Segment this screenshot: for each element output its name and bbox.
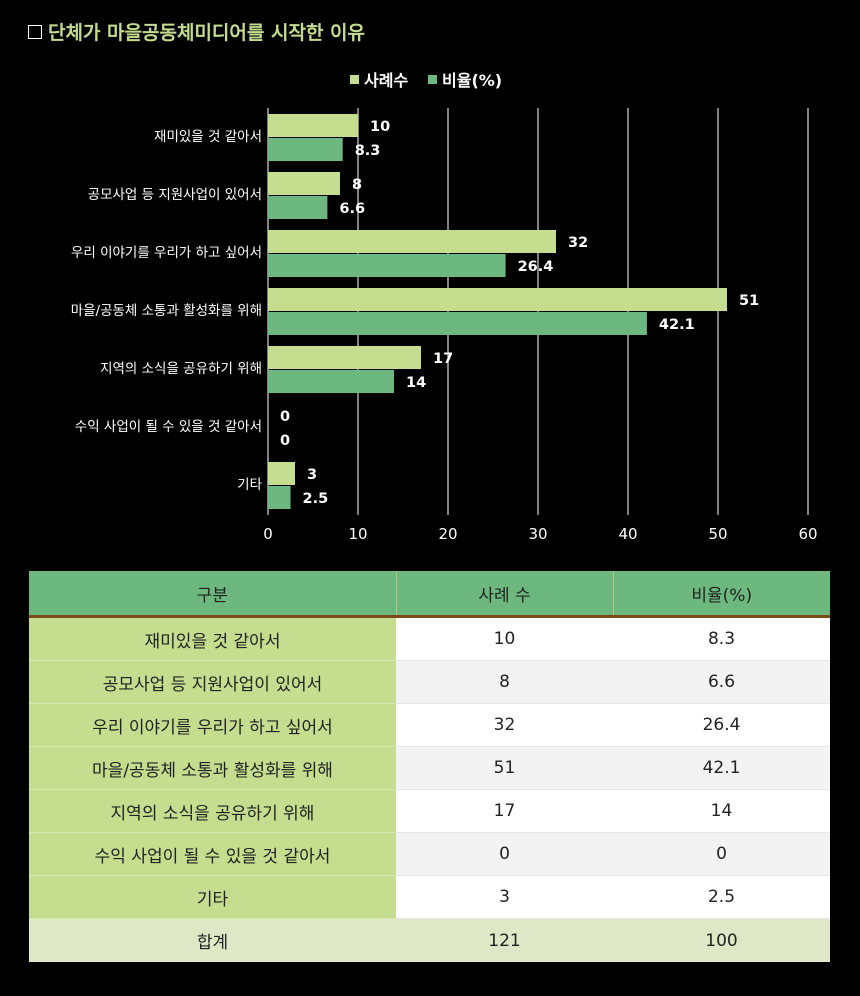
data-label: 26.4 bbox=[518, 259, 554, 275]
bar bbox=[268, 172, 340, 195]
x-tick-label: 20 bbox=[438, 525, 457, 543]
category-label: 지역의 소식을 공유하기 위해 bbox=[100, 361, 262, 377]
data-label: 32 bbox=[568, 235, 588, 251]
bar bbox=[268, 346, 421, 369]
bar bbox=[268, 486, 291, 509]
total-label: 합계 bbox=[29, 918, 396, 962]
data-table: 구분 사례 수 비율(%) 재미있을 것 같아서 10 8.3 공모사업 등 지… bbox=[29, 571, 830, 962]
category-label: 수익 사업이 될 수 있을 것 같아서 bbox=[75, 419, 262, 435]
x-tick-label: 0 bbox=[263, 525, 273, 543]
data-label: 51 bbox=[739, 293, 759, 309]
data-label: 8 bbox=[352, 177, 362, 193]
x-tick-label: 50 bbox=[708, 525, 727, 543]
data-label: 0 bbox=[280, 433, 290, 449]
cell-ratio: 42.1 bbox=[613, 746, 830, 790]
bar bbox=[268, 254, 506, 277]
header-category: 구분 bbox=[29, 571, 397, 618]
cell-ratio: 6.6 bbox=[613, 660, 830, 704]
bar bbox=[268, 196, 328, 219]
cell-count: 0 bbox=[396, 832, 613, 876]
category-label: 공모사업 등 지원사업이 있어서 bbox=[88, 187, 262, 203]
cell-category: 수익 사업이 될 수 있을 것 같아서 bbox=[29, 832, 396, 876]
data-label: 17 bbox=[433, 351, 453, 367]
x-tick-label: 40 bbox=[618, 525, 637, 543]
legend-swatch bbox=[428, 75, 437, 84]
header-ratio: 비율(%) bbox=[613, 571, 830, 618]
cell-category: 공모사업 등 지원사업이 있어서 bbox=[29, 660, 396, 704]
cell-ratio: 0 bbox=[613, 832, 830, 876]
x-tick-label: 60 bbox=[798, 525, 817, 543]
cell-category: 우리 이야기를 우리가 하고 싶어서 bbox=[29, 703, 396, 747]
bar bbox=[268, 138, 343, 161]
bar bbox=[268, 230, 556, 253]
legend-label: 비율(%) bbox=[442, 71, 502, 90]
data-table-wrapper: 구분 사례 수 비율(%) 재미있을 것 같아서 10 8.3 공모사업 등 지… bbox=[29, 571, 830, 962]
cell-category: 재미있을 것 같아서 bbox=[29, 616, 396, 661]
legend-swatch bbox=[350, 75, 359, 84]
table-row: 마을/공동체 소통과 활성화를 위해 51 42.1 bbox=[29, 746, 830, 790]
data-label: 3 bbox=[307, 467, 317, 483]
cell-ratio: 26.4 bbox=[613, 703, 830, 747]
cell-ratio: 14 bbox=[613, 789, 830, 833]
cell-ratio: 8.3 bbox=[613, 616, 830, 661]
x-tick-label: 10 bbox=[348, 525, 367, 543]
cell-count: 51 bbox=[396, 746, 613, 790]
page-title: 단체가 마을공동체미디어를 시작한 이유 bbox=[28, 18, 365, 45]
bar bbox=[268, 114, 358, 137]
table-row: 우리 이야기를 우리가 하고 싶어서 32 26.4 bbox=[29, 703, 830, 747]
table-row: 기타 3 2.5 bbox=[29, 875, 830, 919]
total-count: 121 bbox=[396, 918, 613, 962]
cell-count: 8 bbox=[396, 660, 613, 704]
table-row: 수익 사업이 될 수 있을 것 같아서 0 0 bbox=[29, 832, 830, 876]
table-total-row: 합계 121 100 bbox=[29, 918, 830, 962]
data-label: 2.5 bbox=[303, 491, 329, 507]
data-label: 42.1 bbox=[659, 317, 695, 333]
category-label: 마을/공동체 소통과 활성화를 위해 bbox=[71, 303, 262, 319]
x-tick-label: 30 bbox=[528, 525, 547, 543]
bar bbox=[268, 288, 727, 311]
cell-count: 3 bbox=[396, 875, 613, 919]
checkbox-square-icon bbox=[28, 24, 42, 39]
data-label: 10 bbox=[370, 119, 390, 135]
category-label: 우리 이야기를 우리가 하고 싶어서 bbox=[71, 245, 262, 261]
bar bbox=[268, 370, 394, 393]
header-count: 사례 수 bbox=[396, 571, 614, 618]
total-ratio: 100 bbox=[613, 918, 830, 962]
cell-ratio: 2.5 bbox=[613, 875, 830, 919]
data-label: 6.6 bbox=[339, 201, 365, 217]
category-label: 재미있을 것 같아서 bbox=[154, 129, 262, 145]
cell-count: 17 bbox=[396, 789, 613, 833]
table-header-row: 구분 사례 수 비율(%) bbox=[29, 571, 830, 618]
table-row: 재미있을 것 같아서 10 8.3 bbox=[29, 616, 830, 661]
category-label: 기타 bbox=[237, 477, 262, 493]
legend-label: 사례수 bbox=[364, 71, 408, 90]
data-label: 0 bbox=[280, 409, 290, 425]
cell-category: 지역의 소식을 공유하기 위해 bbox=[29, 789, 396, 833]
bar bbox=[268, 462, 295, 485]
cell-category: 마을/공동체 소통과 활성화를 위해 bbox=[29, 746, 396, 790]
page-title-text: 단체가 마을공동체미디어를 시작한 이유 bbox=[48, 22, 366, 44]
data-label: 14 bbox=[406, 375, 426, 391]
data-label: 8.3 bbox=[355, 143, 381, 159]
cell-category: 기타 bbox=[29, 875, 396, 919]
cell-count: 10 bbox=[396, 616, 613, 661]
bar bbox=[268, 312, 647, 335]
table-row: 지역의 소식을 공유하기 위해 17 14 bbox=[29, 789, 830, 833]
cell-count: 32 bbox=[396, 703, 613, 747]
table-row: 공모사업 등 지원사업이 있어서 8 6.6 bbox=[29, 660, 830, 704]
